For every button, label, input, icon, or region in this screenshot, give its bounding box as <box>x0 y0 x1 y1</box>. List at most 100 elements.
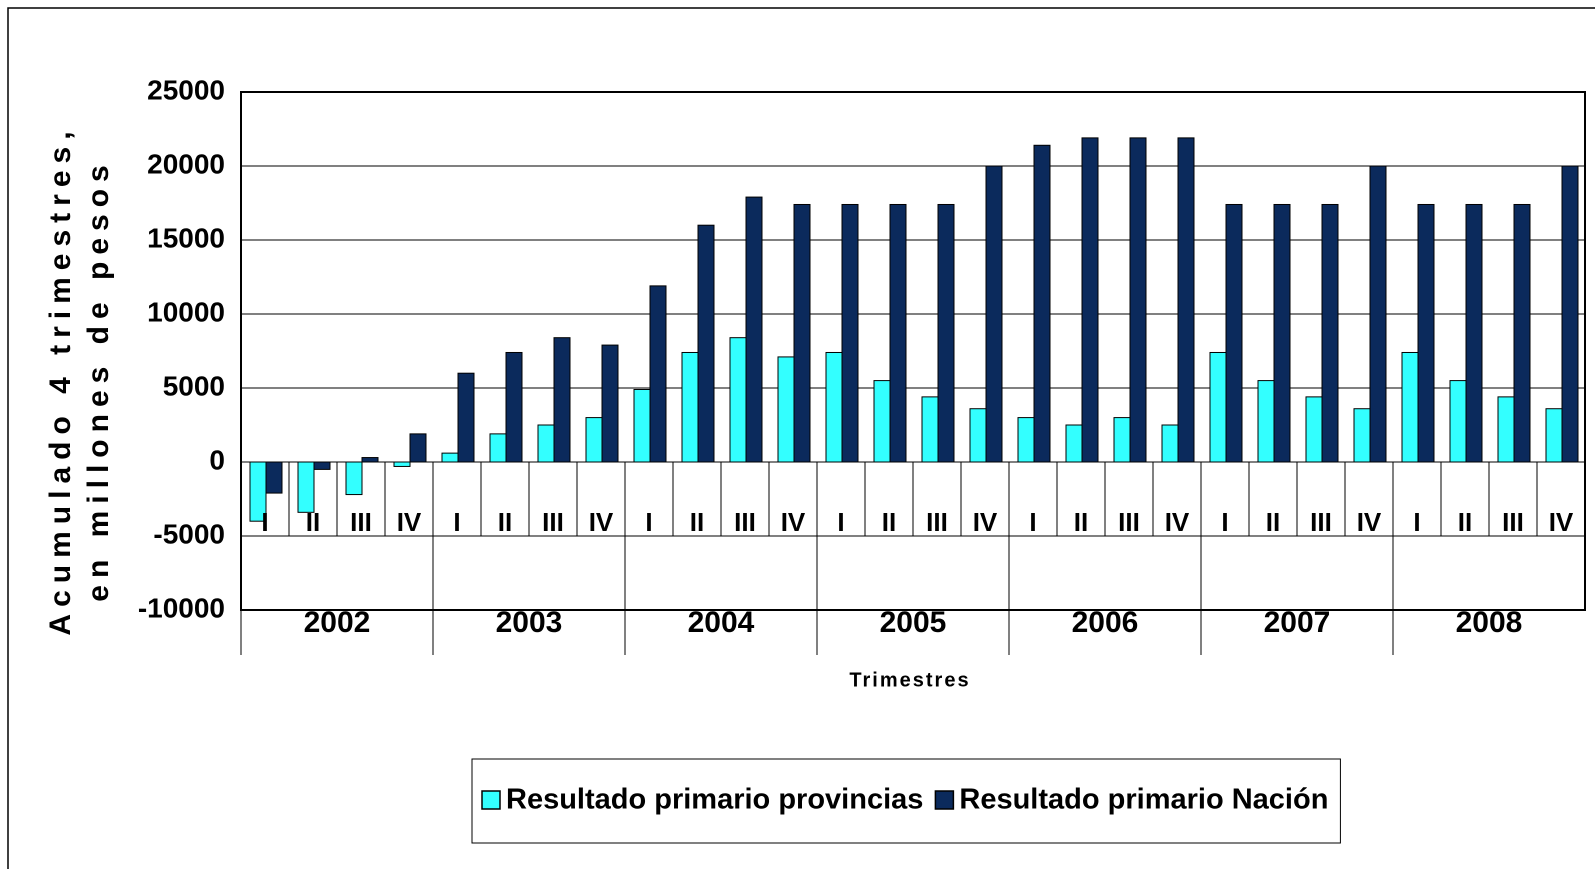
bar <box>457 372 475 463</box>
y-tick-label: 10000 <box>147 296 225 327</box>
x-tick-label: II <box>1266 507 1280 537</box>
y-tick-label: 0 <box>209 444 225 475</box>
y-tick-label: 25000 <box>147 74 225 105</box>
bar <box>1209 351 1227 463</box>
bar <box>297 461 315 513</box>
group-label: 2004 <box>688 606 755 639</box>
x-tick-label: II <box>690 507 704 537</box>
x-axis-title: Trimestres <box>849 669 970 691</box>
bar <box>393 461 411 467</box>
bar <box>793 203 811 463</box>
bar <box>1033 144 1051 463</box>
bar <box>697 224 715 463</box>
bar <box>681 351 699 463</box>
bar <box>1401 351 1419 463</box>
bar <box>1017 417 1035 463</box>
group-label: 2002 <box>304 606 371 639</box>
y-tick-label: 15000 <box>147 222 225 253</box>
x-tick-label: III <box>926 507 948 537</box>
group-label: 2007 <box>1264 606 1331 639</box>
bar <box>985 165 1003 463</box>
bar <box>841 203 859 463</box>
bar <box>889 203 907 463</box>
x-tick-label: I <box>645 507 652 537</box>
x-tick-label: III <box>734 507 756 537</box>
y-tick-label: -5000 <box>153 518 225 549</box>
y-axis-title: en millones de pesos <box>82 158 115 601</box>
bar <box>873 380 891 463</box>
bar <box>1257 380 1275 463</box>
bar <box>1129 137 1147 463</box>
x-tick-label: II <box>1074 507 1088 537</box>
bar <box>649 285 667 463</box>
plot-border <box>240 91 1586 611</box>
bar <box>345 461 363 496</box>
x-tick-label: III <box>1310 507 1332 537</box>
bar <box>825 351 843 463</box>
bar <box>553 337 571 463</box>
legend-label: Resultado primario Nación <box>959 784 1328 816</box>
group-label: 2006 <box>1072 606 1139 639</box>
x-tick-label: II <box>498 507 512 537</box>
x-tick-label: IV <box>397 507 422 537</box>
legend-swatch <box>934 790 955 810</box>
x-tick-label: IV <box>1549 507 1574 537</box>
y-tick-label: 5000 <box>163 370 225 401</box>
bar <box>633 388 651 463</box>
bar <box>1497 396 1515 463</box>
bar <box>585 417 603 463</box>
x-tick-label: III <box>350 507 372 537</box>
y-tick-label: -10000 <box>138 592 225 623</box>
bar <box>1273 203 1291 463</box>
bar <box>1513 203 1531 463</box>
x-tick-label: IV <box>1357 507 1382 537</box>
x-tick-label: III <box>1118 507 1140 537</box>
bar <box>1305 396 1323 463</box>
bar <box>313 461 331 470</box>
x-tick-label: III <box>1502 507 1524 537</box>
x-tick-label: III <box>542 507 564 537</box>
bar <box>1081 137 1099 463</box>
x-tick-label: IV <box>589 507 614 537</box>
bar <box>361 457 379 463</box>
bar <box>1465 203 1483 463</box>
bar <box>505 351 523 463</box>
bar <box>1177 137 1195 463</box>
bar <box>265 461 283 494</box>
bar <box>409 433 427 463</box>
y-tick-label: 20000 <box>147 148 225 179</box>
bar <box>1065 424 1083 463</box>
x-tick-label: IV <box>973 507 998 537</box>
x-tick-label: I <box>1413 507 1420 537</box>
y-axis-title: Acumulado 4 trimestres, <box>44 124 77 635</box>
bar <box>729 337 747 463</box>
x-tick-label: II <box>1458 507 1472 537</box>
bar <box>489 433 507 463</box>
bar <box>937 203 955 463</box>
x-tick-label: II <box>882 507 896 537</box>
x-tick-label: I <box>261 507 268 537</box>
bar <box>1321 203 1339 463</box>
bar <box>1113 417 1131 463</box>
bar <box>601 344 619 463</box>
bar <box>1161 424 1179 463</box>
legend-box <box>471 758 1341 844</box>
bar <box>441 452 459 463</box>
bar <box>1545 408 1563 463</box>
x-tick-label: I <box>453 507 460 537</box>
group-label: 2005 <box>880 606 947 639</box>
x-tick-label: IV <box>1165 507 1190 537</box>
bar <box>1353 408 1371 463</box>
bar <box>921 396 939 463</box>
x-tick-label: I <box>1221 507 1228 537</box>
bar <box>969 408 987 463</box>
x-tick-label: IV <box>781 507 806 537</box>
frame <box>7 7 1595 869</box>
bar <box>1449 380 1467 463</box>
legend-swatch <box>481 790 501 810</box>
bar <box>1561 165 1579 463</box>
bar <box>1369 165 1387 463</box>
x-tick-label: I <box>1029 507 1036 537</box>
bar <box>777 356 795 463</box>
